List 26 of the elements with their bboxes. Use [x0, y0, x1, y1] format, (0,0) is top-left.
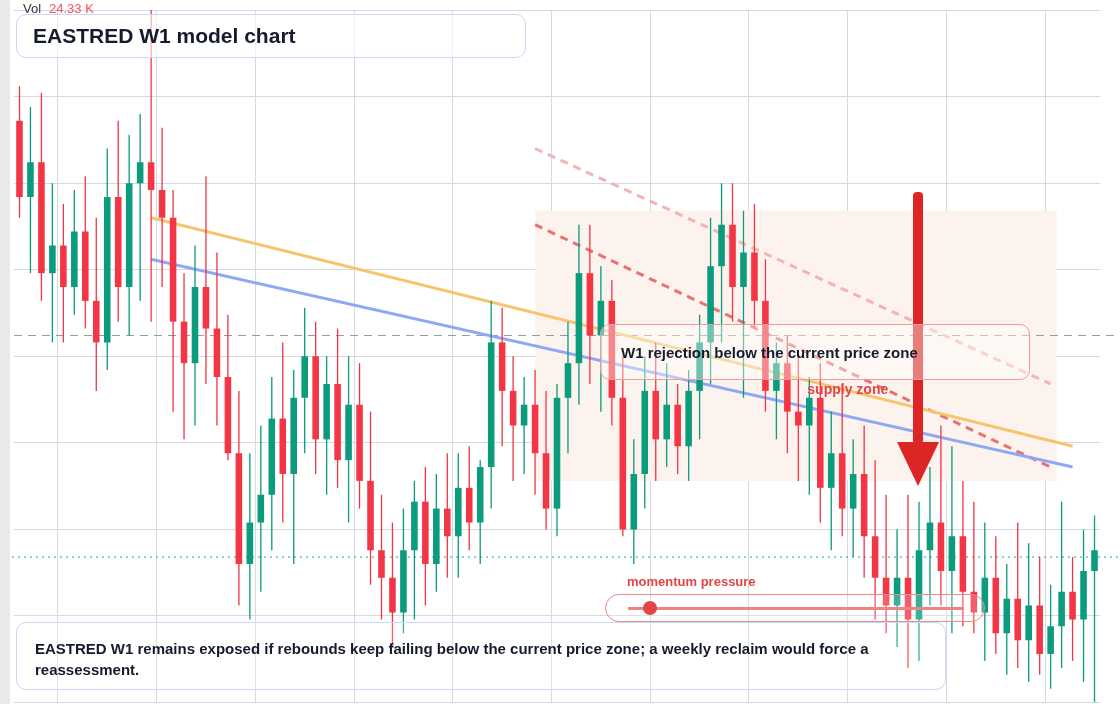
candlestick: [959, 480, 967, 627]
candlestick: [542, 390, 550, 530]
candlestick: [213, 252, 221, 426]
note-card: EASTRED W1 remains exposed if rebounds keep failing below the current price zone; a weekly reclaim would force a reassessment.: [16, 622, 946, 690]
candlestick: [180, 273, 188, 440]
candlestick: [158, 127, 166, 287]
candlestick: [564, 321, 572, 454]
candlestick: [531, 370, 539, 495]
candlestick: [586, 224, 594, 384]
candlestick: [871, 460, 879, 620]
candlestick: [860, 425, 868, 578]
annotation: Vol: [23, 1, 42, 16]
candlestick: [937, 425, 945, 606]
candlestick: [926, 467, 934, 606]
annotation: 24.33 K: [49, 1, 94, 16]
candlestick: [882, 494, 890, 634]
candlestick: [520, 377, 528, 474]
annotation: momentum pressure: [627, 574, 756, 589]
candlestick: [498, 307, 506, 447]
candlestick: [893, 529, 901, 648]
candlestick: [136, 113, 144, 301]
title-card: EASTRED W1 model chart: [16, 14, 526, 58]
candlestick: [246, 453, 254, 620]
candlestick: [202, 176, 210, 384]
candlestick: [948, 446, 956, 634]
candlestick: [509, 356, 517, 481]
